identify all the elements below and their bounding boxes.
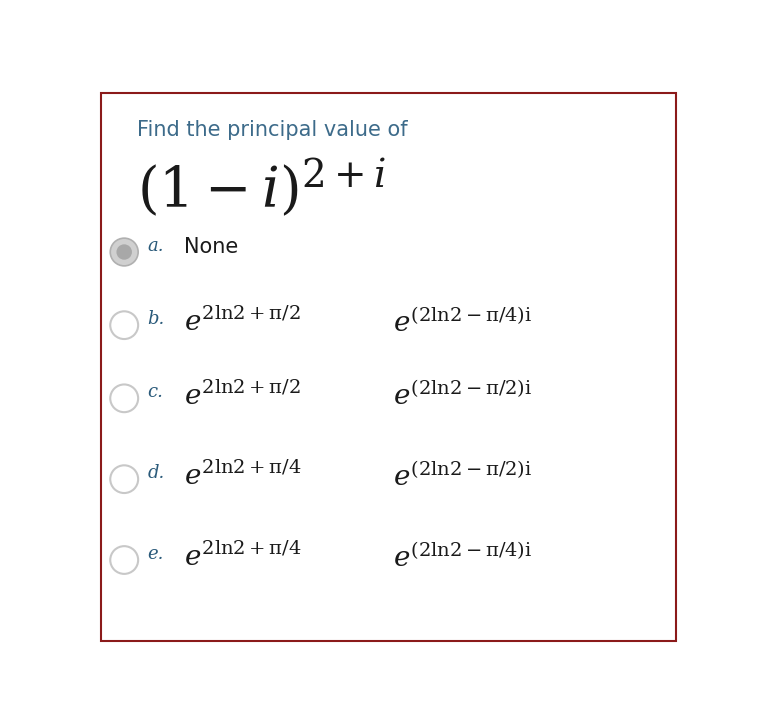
Text: $e^{\mathrm{2 ln 2+\pi/4}}$: $e^{\mathrm{2 ln 2+\pi/4}}$: [184, 543, 301, 572]
Text: $e^{\mathrm{(2 ln 2-\pi/2)i}}$: $e^{\mathrm{(2 ln 2-\pi/2)i}}$: [393, 462, 532, 492]
Text: None: None: [184, 236, 238, 257]
Text: $e^{\mathrm{(2 ln 2-\pi/4)i}}$: $e^{\mathrm{(2 ln 2-\pi/4)i}}$: [393, 308, 532, 338]
Text: $e^{\mathrm{2 ln 2+\pi/2}}$: $e^{\mathrm{2 ln 2+\pi/2}}$: [184, 308, 300, 337]
Text: c.: c.: [148, 383, 163, 401]
Circle shape: [117, 244, 132, 260]
Text: $e^{\mathrm{2 ln 2+\pi/2}}$: $e^{\mathrm{2 ln 2+\pi/2}}$: [184, 382, 300, 411]
Circle shape: [110, 238, 138, 266]
Text: a.: a.: [148, 236, 164, 254]
Text: d.: d.: [148, 464, 164, 482]
Text: Find the principal value of: Find the principal value of: [137, 119, 408, 140]
Text: $\mathit{(1-i)^{2+i}}$: $\mathit{(1-i)^{2+i}}$: [137, 158, 387, 220]
Text: b.: b.: [148, 310, 164, 328]
Text: $e^{\mathrm{(2 ln 2-\pi/2)i}}$: $e^{\mathrm{(2 ln 2-\pi/2)i}}$: [393, 382, 532, 411]
Text: $e^{\mathrm{(2 ln 2-\pi/4)i}}$: $e^{\mathrm{(2 ln 2-\pi/4)i}}$: [393, 543, 532, 573]
Text: e.: e.: [148, 545, 164, 563]
Text: $e^{\mathrm{2 ln 2+\pi/4}}$: $e^{\mathrm{2 ln 2+\pi/4}}$: [184, 462, 301, 491]
